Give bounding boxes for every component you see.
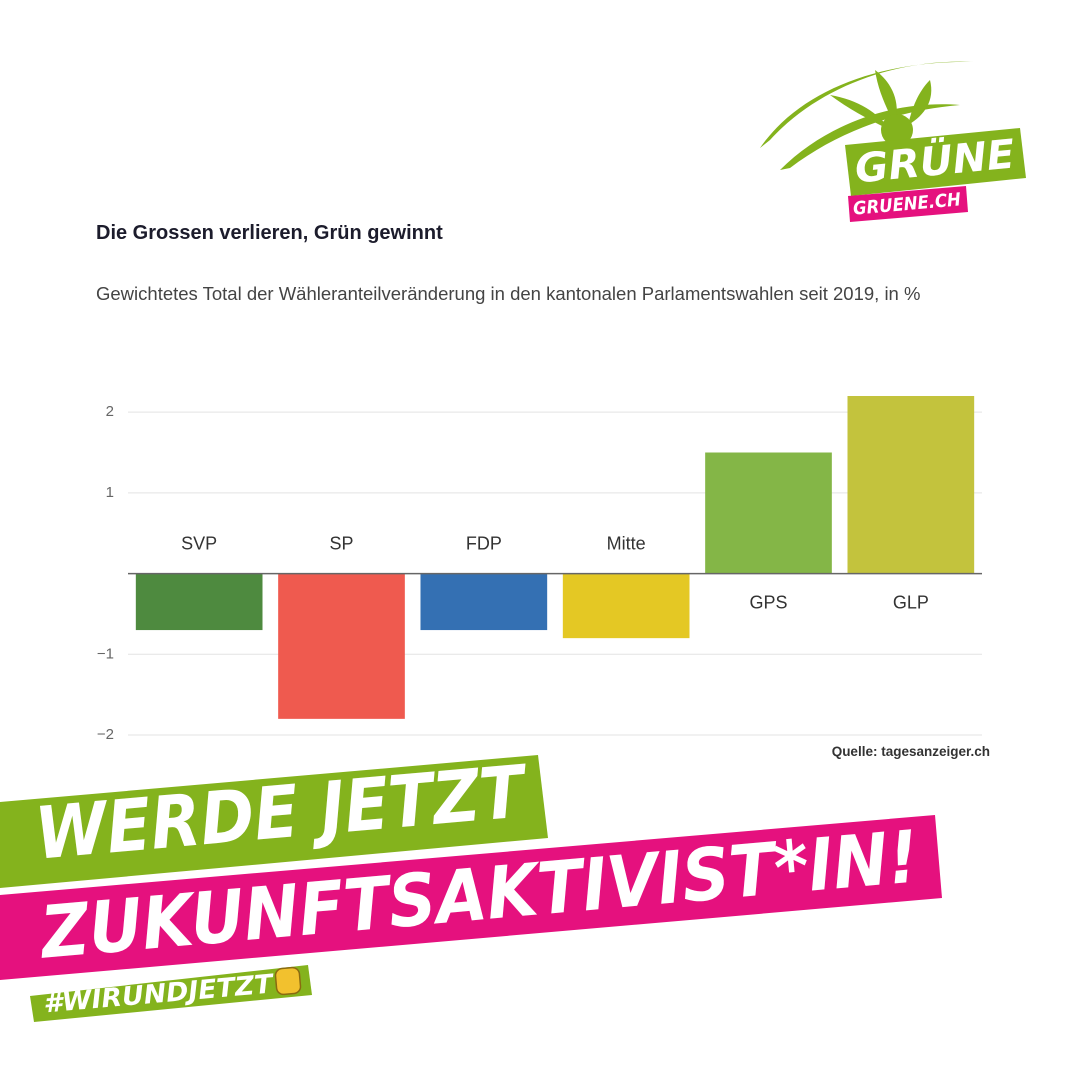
y-tick-label: 2 [106, 403, 114, 420]
logo-url-box [848, 186, 968, 222]
logo-leaf [875, 70, 897, 125]
y-tick-label: 1 [106, 484, 114, 501]
bar [847, 396, 975, 574]
bar [562, 573, 690, 639]
logo-sun [881, 114, 913, 146]
logo-leaf [830, 95, 890, 130]
logo-name: GRÜNE [853, 129, 1017, 192]
banner-pink [0, 815, 942, 980]
bar [420, 573, 548, 631]
y-tick-label: −1 [97, 645, 114, 662]
banner-hashtag-box [30, 965, 312, 1022]
bar [705, 452, 832, 574]
y-tick-label: −2 [97, 726, 114, 743]
bar [278, 573, 405, 719]
category-label: GPS [749, 592, 787, 612]
chart-title: Die Grossen verlieren, Grün gewinnt [96, 222, 443, 244]
category-label: Mitte [607, 533, 646, 553]
fist-icon [274, 966, 302, 996]
bar [135, 573, 263, 631]
chart-subtitle: Gewichtetes Total der Wähleranteilveränd… [96, 283, 921, 304]
logo: GRÜNE GRUENE.CH [760, 61, 1026, 222]
logo-box [845, 128, 1026, 196]
category-label: GLP [893, 592, 929, 612]
category-label: FDP [466, 533, 502, 553]
category-label: SP [329, 533, 353, 553]
category-label: SVP [181, 533, 217, 553]
banner-hashtag: #WIRUNDJETZT [42, 969, 276, 1019]
chart-source: Quelle: tagesanzeiger.ch [831, 744, 990, 759]
banner-green [0, 755, 548, 888]
logo-leaf [908, 80, 932, 125]
